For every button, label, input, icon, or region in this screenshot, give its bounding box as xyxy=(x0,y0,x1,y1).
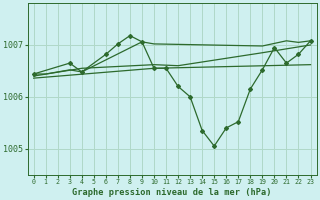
X-axis label: Graphe pression niveau de la mer (hPa): Graphe pression niveau de la mer (hPa) xyxy=(72,188,272,197)
